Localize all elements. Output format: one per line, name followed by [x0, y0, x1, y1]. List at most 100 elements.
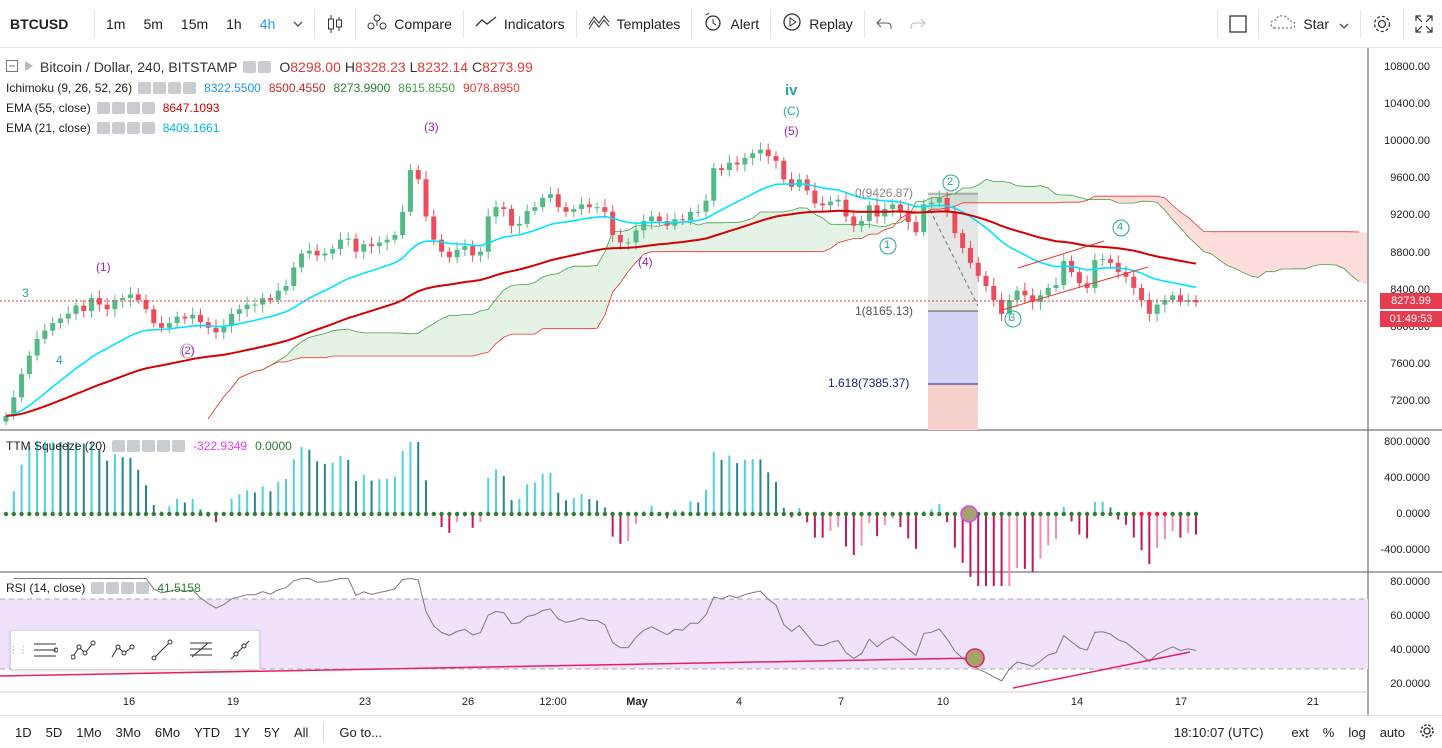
ichimoku-buttons[interactable] [138, 82, 197, 94]
candle-body [73, 305, 79, 314]
fib-retracement-tool-icon[interactable] [181, 631, 220, 669]
candle-body [617, 235, 623, 243]
alert-button[interactable]: Alert [694, 0, 768, 48]
squeeze-dot [696, 511, 701, 517]
candle-body [1030, 295, 1036, 302]
interval-15m[interactable]: 15m [180, 15, 209, 32]
ema55-buttons[interactable] [96, 102, 155, 114]
interval-4h[interactable]: 4h [259, 15, 276, 32]
range-5y[interactable]: 5Y [264, 724, 280, 740]
candle-body [89, 298, 95, 312]
range-all[interactable]: All [293, 724, 309, 740]
trend-line-tool-icon[interactable] [142, 631, 181, 669]
candle-body [890, 204, 896, 210]
candle-body [431, 216, 437, 240]
chart-canvas[interactable] [0, 48, 1442, 715]
fullscreen-expand-icon[interactable] [1406, 0, 1442, 48]
drawing-favorites-toolbar[interactable]: ⋮⋮ [8, 630, 260, 670]
compare-button[interactable]: Compare [358, 0, 461, 48]
candle-body [244, 304, 250, 310]
interval-dropdown-chevron-icon[interactable] [284, 0, 312, 48]
auto-toggle[interactable]: auto [1379, 724, 1405, 740]
utc-clock[interactable]: 18:10:07 (UTC) [1173, 724, 1264, 740]
ema21-buttons[interactable] [96, 122, 155, 134]
range-1mo[interactable]: 1Mo [76, 724, 102, 740]
range-1y[interactable]: 1Y [234, 724, 251, 740]
squeeze-dot [89, 511, 94, 517]
undo-icon[interactable] [867, 0, 901, 48]
legend-collapse-icon[interactable] [6, 59, 18, 75]
chart-settings-gear-icon[interactable] [1412, 723, 1442, 742]
elliott-wave-abc-tool-icon[interactable] [103, 631, 142, 669]
cloud-icon [1270, 14, 1296, 33]
replay-label: Replay [809, 15, 853, 32]
candle-body [337, 239, 343, 249]
cloud-segment [1079, 197, 1088, 203]
percent-toggle[interactable]: % [1322, 724, 1335, 740]
cloud-segment [962, 188, 971, 203]
cloud-segment [1040, 185, 1049, 203]
candle-body [159, 323, 165, 328]
cloud-segment [1351, 231, 1360, 282]
cloud-segment [1102, 196, 1111, 200]
candle-body [174, 316, 180, 324]
symbol-search[interactable]: BTCUSD [10, 15, 69, 32]
squeeze-dot [369, 511, 374, 517]
goto-button[interactable]: Go to... [339, 724, 383, 740]
redo-icon[interactable] [901, 0, 935, 48]
horizontal-lines-tool-icon[interactable] [25, 631, 64, 669]
legend-buttons[interactable] [243, 61, 272, 73]
interval-1h[interactable]: 1h [226, 15, 242, 32]
interval-5m[interactable]: 5m [143, 15, 163, 32]
range-5d[interactable]: 5D [45, 724, 63, 740]
chart-type-candles-icon[interactable] [317, 0, 353, 48]
candle-body [213, 327, 219, 333]
settings-gear-icon[interactable] [1363, 0, 1401, 48]
fib-label-0: 0(9426.87) [855, 186, 914, 200]
templates-button[interactable]: Templates [579, 0, 690, 48]
candle-body [703, 200, 709, 212]
interval-1m[interactable]: 1m [106, 15, 126, 32]
ema-lines [5, 182, 1197, 417]
squeeze-dot [143, 511, 149, 517]
rsi-buttons[interactable] [91, 582, 150, 594]
fullscreen-square-icon[interactable] [1220, 0, 1256, 48]
candle-body [781, 160, 787, 180]
price-axis-label: 7600.00 [1390, 357, 1430, 370]
cloud-segment [986, 179, 994, 203]
range-3mo[interactable]: 3Mo [115, 724, 141, 740]
squeeze-dot [66, 511, 71, 517]
ttm-buttons[interactable] [112, 440, 186, 452]
chart-area[interactable]: Bitcoin / Dollar, 240, BITSTAMP O8298.00… [0, 48, 1442, 715]
flag-icon [24, 60, 34, 75]
indicators-button[interactable]: Indicators [466, 0, 574, 48]
bottom-toolbar: 1D 5D 1Mo 3Mo 6Mo YTD 1Y 5Y All Go to...… [0, 715, 1442, 748]
squeeze-dot [447, 511, 452, 517]
fib-label-1618: 1.618(7385.37) [828, 376, 910, 390]
ext-toggle[interactable]: ext [1291, 724, 1309, 740]
log-toggle[interactable]: log [1348, 724, 1366, 740]
trendline-drawings[interactable] [0, 240, 1191, 689]
star-layout-button[interactable]: Star [1261, 0, 1358, 48]
candle-body [960, 233, 966, 248]
squeeze-dot [307, 511, 312, 517]
time-axis-label: 17 [1174, 696, 1188, 708]
range-ytd[interactable]: YTD [194, 724, 221, 740]
elliott-wave-15-tool-icon[interactable] [64, 631, 103, 669]
drag-handle-icon[interactable]: ⋮⋮ [8, 644, 28, 656]
wave-markers-blue [879, 174, 1130, 328]
candle-body [229, 313, 235, 326]
replay-button[interactable]: Replay [773, 0, 862, 48]
ttm-label: TTM Squeeze (20) [6, 439, 107, 453]
range-1d[interactable]: 1D [15, 724, 32, 740]
squeeze-dot [470, 511, 475, 517]
cloud-segment [480, 309, 489, 354]
time-axis-label: 7 [837, 696, 845, 708]
wave-label-5: (5) [784, 124, 799, 138]
cloud-segment [379, 332, 388, 356]
squeeze-dot [921, 511, 926, 517]
range-6mo[interactable]: 6Mo [154, 724, 181, 740]
ray-tool-icon[interactable] [220, 631, 259, 669]
cloud-segment [1017, 185, 1025, 203]
squeeze-dot [742, 511, 748, 517]
